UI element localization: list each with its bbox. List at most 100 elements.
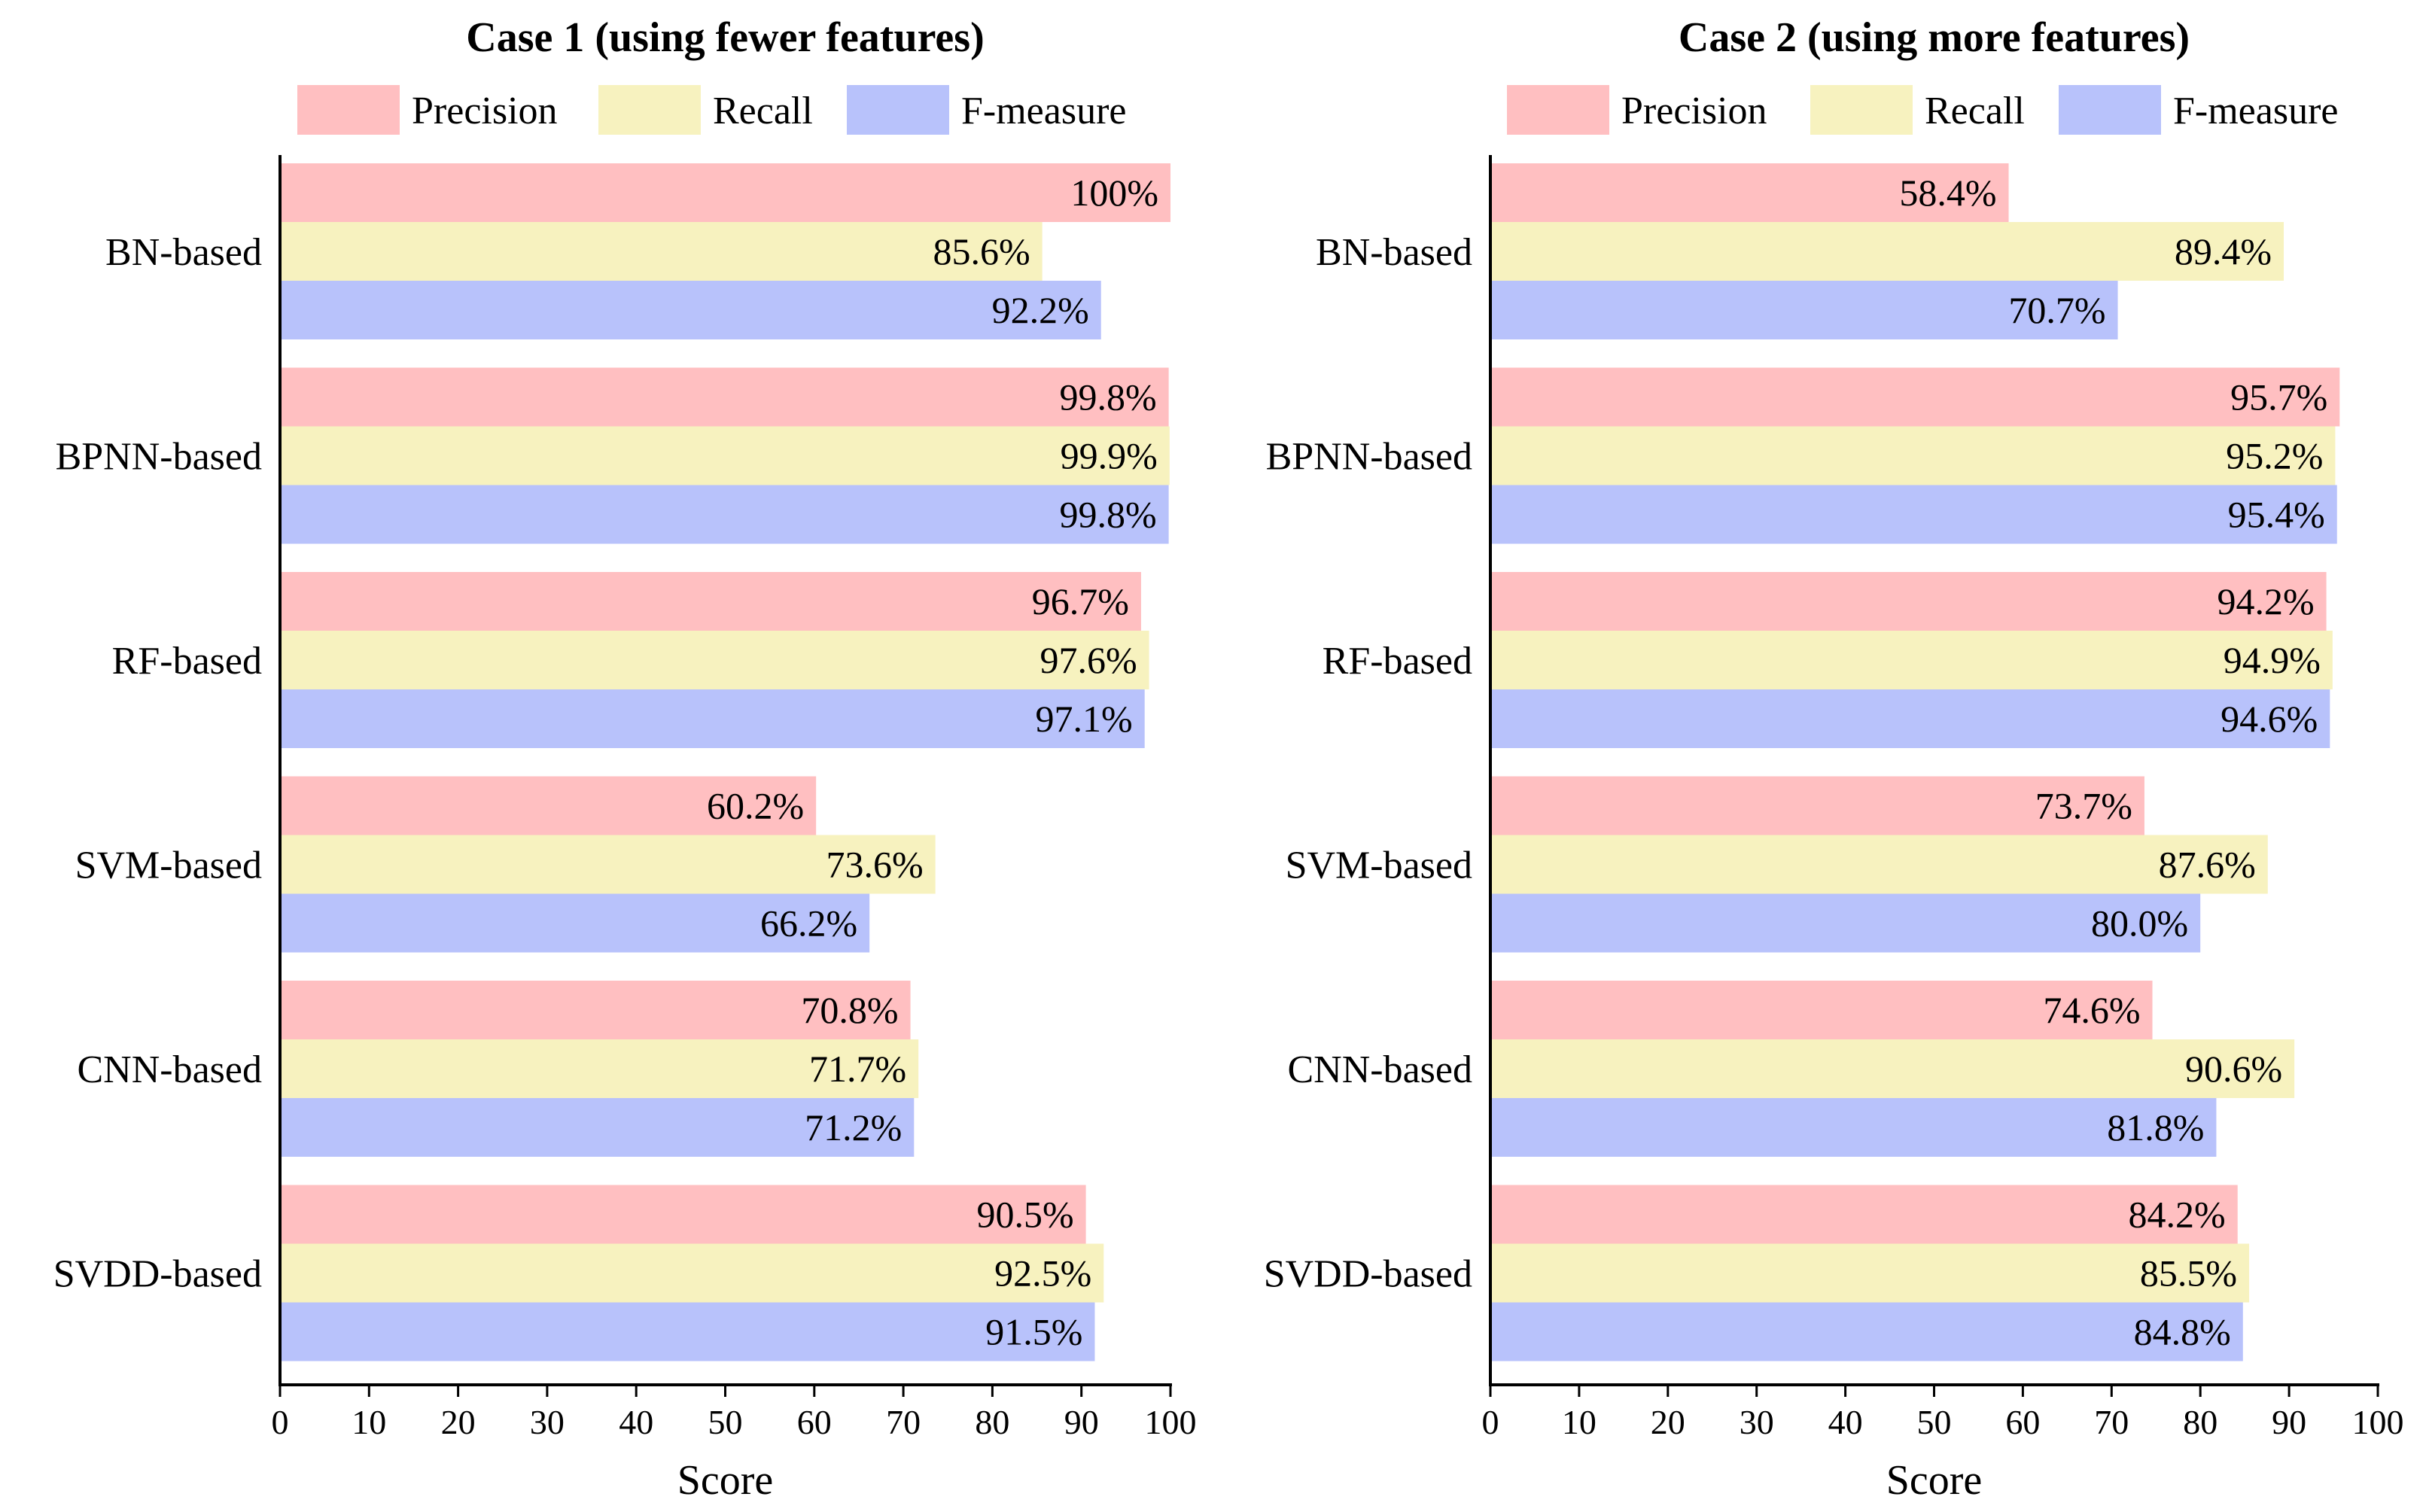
legend-label-f-measure: F-measure — [2173, 90, 2338, 132]
bar-value-label: 94.9% — [2224, 639, 2321, 681]
x-tick-label: 30 — [530, 1403, 565, 1441]
x-tick-label: 50 — [1917, 1403, 1952, 1441]
x-tick-label: 20 — [441, 1403, 476, 1441]
bar-recall-svm-based — [1490, 835, 2268, 894]
bar-recall-svdd-based — [280, 1243, 1104, 1303]
chart-panel-2: Case 2 (using more features) Precision Rec… — [1264, 14, 2404, 1504]
bar-value-label: 70.7% — [2008, 289, 2105, 331]
legend-swatch-f-measure — [847, 85, 949, 135]
bar-value-label: 89.4% — [2175, 230, 2272, 272]
bar-value-label: 58.4% — [1899, 172, 1996, 214]
bar-value-label: 85.6% — [933, 230, 1030, 272]
legend: Precision Recall F-measure — [1507, 85, 2338, 135]
bar-value-label: 90.6% — [2185, 1048, 2282, 1090]
bar-precision-svm-based — [280, 776, 817, 835]
legend-label-recall: Recall — [713, 90, 813, 132]
bar-f-measure-rf-based — [280, 689, 1145, 748]
bar-recall-bpnn-based — [1490, 426, 2336, 485]
bar-precision-svm-based — [1490, 776, 2144, 835]
bar-recall-bn-based — [280, 222, 1043, 281]
x-axis-title: Score — [1886, 1457, 1983, 1504]
category-label: BN-based — [105, 231, 262, 274]
bar-value-label: 71.7% — [809, 1048, 906, 1090]
bar-value-label: 99.8% — [1059, 376, 1156, 418]
bar-f-measure-svm-based — [280, 893, 870, 953]
bar-f-measure-bn-based — [1490, 281, 2118, 339]
bar-f-measure-svdd-based — [280, 1302, 1095, 1361]
category-label: RF-based — [1323, 640, 1472, 683]
bar-recall-rf-based — [1490, 631, 2333, 689]
bar-recall-rf-based — [280, 631, 1149, 689]
x-tick-label: 0 — [1482, 1403, 1499, 1441]
bar-value-label: 90.5% — [976, 1194, 1073, 1236]
category-label: BN-based — [1316, 231, 1472, 274]
bar-value-label: 99.9% — [1061, 435, 1158, 477]
bar-precision-rf-based — [280, 572, 1141, 631]
bar-recall-cnn-based — [280, 1039, 919, 1098]
legend-label-f-measure: F-measure — [961, 90, 1126, 132]
bar-value-label: 100% — [1070, 172, 1158, 214]
category-label: BPNN-based — [1266, 436, 1472, 479]
x-tick-label: 0 — [272, 1403, 289, 1441]
bar-precision-cnn-based — [1490, 981, 2153, 1039]
bar-value-label: 94.2% — [2217, 580, 2314, 622]
x-tick-label: 40 — [1828, 1403, 1863, 1441]
chart-panel-1: Case 1 (using fewer features) Precision Re… — [53, 14, 1197, 1504]
bar-precision-bn-based — [1490, 163, 2009, 222]
bar-recall-svm-based — [280, 835, 936, 894]
legend-swatch-precision — [297, 85, 400, 135]
bar-f-measure-cnn-based — [280, 1098, 915, 1157]
bar-value-label: 97.6% — [1039, 639, 1137, 681]
x-tick-label: 70 — [2094, 1403, 2129, 1441]
bar-value-label: 91.5% — [985, 1311, 1082, 1353]
legend-swatch-precision — [1507, 85, 1609, 135]
category-label: CNN-based — [77, 1048, 262, 1091]
x-tick-label: 10 — [352, 1403, 386, 1441]
x-tick-label: 50 — [708, 1403, 743, 1441]
category-label: RF-based — [112, 640, 262, 683]
bar-value-label: 73.6% — [826, 844, 924, 886]
bar-value-label: 81.8% — [2107, 1106, 2204, 1148]
x-tick-label: 100 — [2352, 1403, 2404, 1441]
bar-precision-svdd-based — [1490, 1185, 2238, 1244]
bar-value-label: 70.8% — [801, 989, 898, 1031]
category-label: SVM-based — [75, 844, 262, 887]
bar-value-label: 60.2% — [707, 785, 804, 827]
bar-recall-bpnn-based — [280, 426, 1170, 485]
legend-label-recall: Recall — [1925, 90, 2025, 132]
bar-precision-cnn-based — [280, 981, 911, 1039]
bar-value-label: 84.8% — [2134, 1311, 2231, 1353]
legend-label-precision: Precision — [412, 90, 558, 132]
bar-value-label: 95.2% — [2226, 435, 2323, 477]
bar-value-label: 92.5% — [994, 1252, 1091, 1294]
bar-value-label: 95.4% — [2228, 494, 2325, 536]
bar-value-label: 80.0% — [2091, 902, 2188, 945]
bar-precision-bpnn-based — [280, 367, 1169, 427]
bar-value-label: 94.6% — [2221, 698, 2318, 740]
bar-f-measure-bn-based — [280, 281, 1101, 339]
category-label: SVM-based — [1286, 844, 1472, 887]
bar-recall-bn-based — [1490, 222, 2284, 281]
category-label: SVDD-based — [1264, 1253, 1472, 1296]
x-tick-label: 10 — [1562, 1403, 1597, 1441]
x-tick-label: 80 — [975, 1403, 1009, 1441]
legend-label-precision: Precision — [1621, 90, 1767, 132]
bar-precision-rf-based — [1490, 572, 2327, 631]
legend-swatch-recall — [1810, 85, 1913, 135]
category-label: CNN-based — [1287, 1048, 1472, 1091]
bar-value-label: 95.7% — [2230, 376, 2327, 418]
bar-value-label: 92.2% — [992, 289, 1089, 331]
bar-f-measure-bpnn-based — [1490, 485, 2337, 544]
x-tick-label: 70 — [886, 1403, 921, 1441]
x-axis-title: Score — [677, 1457, 774, 1504]
x-tick-label: 30 — [1740, 1403, 1774, 1441]
x-tick-label: 100 — [1145, 1403, 1197, 1441]
category-label: SVDD-based — [53, 1253, 262, 1296]
bar-value-label: 71.2% — [805, 1106, 902, 1148]
category-label: BPNN-based — [56, 436, 262, 479]
bar-f-measure-svdd-based — [1490, 1302, 2243, 1361]
chart-title: Case 2 (using more features) — [1679, 14, 2190, 61]
x-tick-label: 90 — [1064, 1403, 1099, 1441]
bar-value-label: 87.6% — [2159, 844, 2256, 886]
